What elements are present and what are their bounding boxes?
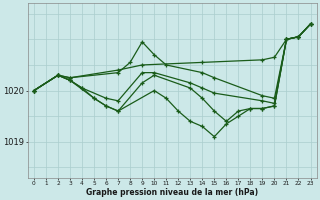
X-axis label: Graphe pression niveau de la mer (hPa): Graphe pression niveau de la mer (hPa) (86, 188, 258, 197)
